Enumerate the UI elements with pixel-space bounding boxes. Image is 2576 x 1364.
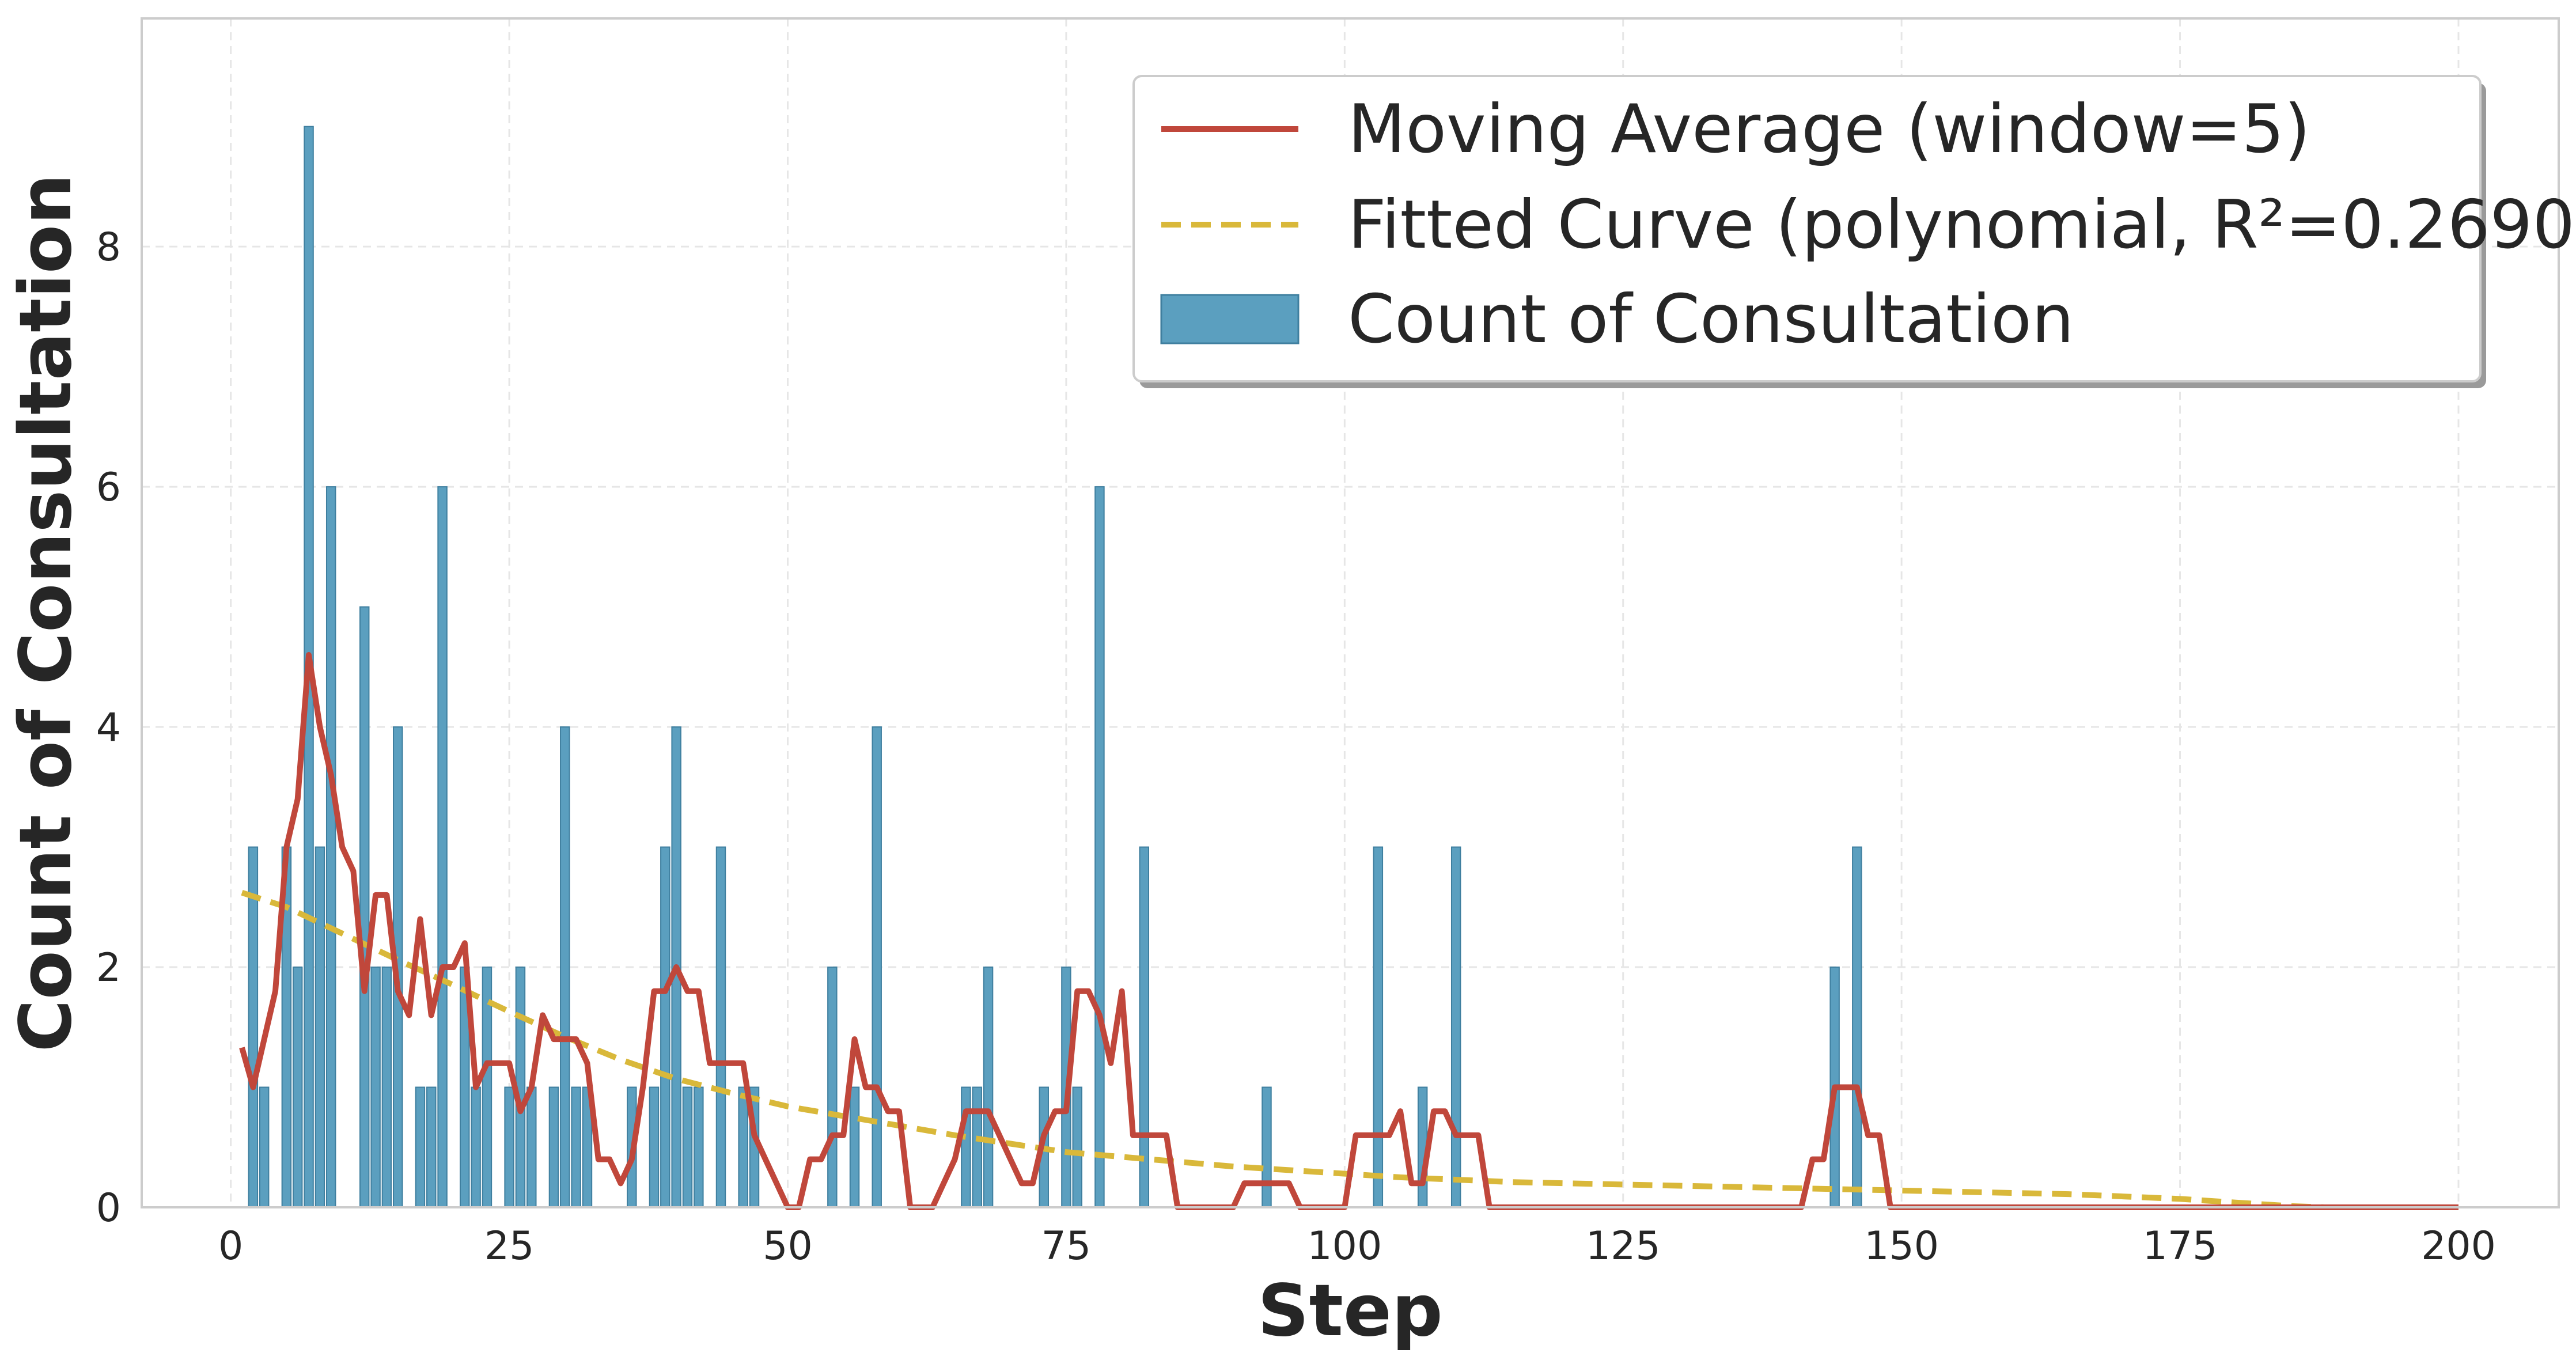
bar [548,1086,559,1208]
legend-count-swatch [1160,294,1300,344]
bar [1373,846,1384,1208]
x-tick-label: 150 [1864,1223,1939,1269]
x-tick-label: 50 [763,1223,813,1269]
bar [694,1086,704,1208]
legend-moving-average-label: Moving Average (window=5) [1348,90,2310,168]
x-tick-label: 175 [2143,1223,2218,1269]
y-tick-label: 4 [96,705,121,751]
bar [972,1086,982,1208]
y-tick-label: 0 [96,1185,121,1231]
bar [827,967,838,1208]
bar [1094,486,1105,1208]
bar [426,1086,437,1208]
x-tick-label: 75 [1041,1223,1092,1269]
bar [961,1086,971,1208]
legend-box [1132,75,2482,382]
bar [1139,846,1150,1208]
bar [1450,846,1461,1208]
bar [259,1086,270,1208]
y-axis-title: Count of Consultation [5,174,88,1052]
bar [437,486,448,1208]
x-tick-label: 100 [1307,1223,1382,1269]
y-tick-label: 2 [96,945,121,991]
bar [660,846,670,1208]
legend: Moving Average (window=5) Fitted Curve (… [1132,75,2576,388]
bar [682,1086,693,1208]
bar [248,846,259,1208]
bar [315,846,325,1208]
bar [325,486,336,1208]
bar [1072,1086,1082,1208]
x-ticks: 0 25 50 75 100 125 150 175 200 [218,1223,2496,1269]
plot-frame [141,17,2560,1208]
fitted-curve-line [241,890,2325,1210]
x-tick-label: 200 [2421,1223,2496,1269]
bar [649,1086,660,1208]
bar [571,1086,581,1208]
bar [370,967,381,1208]
x-tick-label: 0 [218,1223,243,1269]
bar [381,967,392,1208]
bar [715,846,726,1208]
bar [526,1086,537,1208]
x-tick-label: 125 [1586,1223,1661,1269]
bar [415,1086,426,1208]
x-tick-label: 25 [484,1223,535,1269]
legend-fitted-curve-label: Fitted Curve (polynomial, R²=0.2690) [1348,186,2576,264]
bar [1262,1086,1272,1208]
bar [292,967,303,1208]
bar [359,606,370,1208]
bar [560,726,570,1208]
legend-count-label: Count of Consultation [1348,281,2074,358]
bar [983,967,994,1208]
bar [872,726,882,1208]
x-axis-title: Step [1257,1270,1442,1352]
y-ticks: 0 2 4 6 8 [96,225,121,1231]
bar [738,1086,748,1208]
y-tick-label: 6 [96,465,121,510]
y-tick-label: 8 [96,225,121,270]
bar [504,1086,514,1208]
bar [471,1086,481,1208]
bar [1852,846,1862,1208]
bar [849,1086,860,1208]
